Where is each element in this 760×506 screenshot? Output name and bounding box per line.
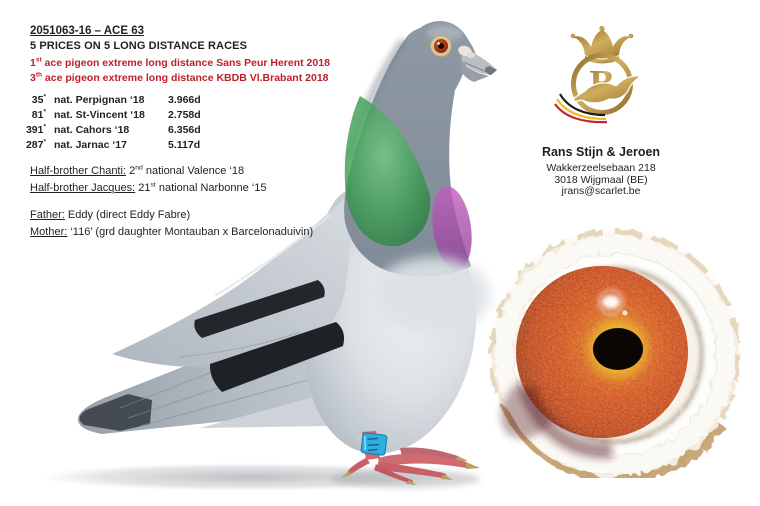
result-race: nat. Perpignan ‘18 [54,94,145,106]
tricolor-swoosh [554,93,608,124]
father-line: Father: Eddy (direct Eddy Fabre) [30,209,191,221]
result-row: 35* nat. Perpignan ‘18 3.966d [10,94,201,109]
parent-label: Father: [30,209,65,221]
pigeon-head [344,21,497,333]
race-results-table: 35* nat. Perpignan ‘18 3.966d 81* nat. S… [10,94,201,154]
ace-title-2: 3th ace pigeon extreme long distance KBD… [30,72,329,84]
pigeon-wing [112,196,351,392]
eye-highlight [597,288,628,316]
result-position: 81* [31,108,46,121]
result-position: 391* [25,123,46,136]
relative-label: Half-brother Chanti: [30,165,126,177]
result-row: 81* nat. St-Vincent ‘18 2.758d [10,109,201,124]
breeder-email: jrans@scarlet.be [561,185,641,197]
neck-green-sheen [344,96,431,247]
ace-ordinal: th [35,71,42,79]
pigeon-eye [430,35,452,57]
breeder-address-1: Wakkerzeelsebaan 218 [546,162,656,174]
wing-bars [194,280,345,392]
logo-crown [570,25,634,64]
result-time: 2.758d [168,109,201,121]
result-time: 5.117d [168,139,201,151]
result-time: 6.356d [168,124,201,136]
eye-cere-ring [494,234,736,476]
pigeon-legs [340,422,480,485]
result-position: 287* [25,138,46,151]
breeder-address-2: 3018 Wijgmaal (BE) [554,173,648,186]
ace-rank: 3 [30,72,36,84]
pigeon-photo [40,21,497,491]
eye-photo [489,229,741,478]
half-brother-line-1: Half-brother Chanti: 2nd national Valenc… [30,164,245,177]
ace-text: ace pigeon extreme long distance KBDB Vl… [44,72,329,84]
result-row: 391* nat. Cahors ‘18 6.356d [10,124,201,139]
result-race: nat. Cahors ‘18 [54,124,130,136]
logo-dove [573,75,643,104]
result-race: nat. St-Vincent ‘18 [54,109,145,121]
mother-line: Mother: ‘116’ (grd daughter Montauban x … [30,226,314,238]
subtitle: 5 PRICES ON 5 LONG DISTANCE RACES [30,40,248,52]
ring-number-title: 2051063-16 – ACE 63 [30,25,145,37]
breeder-contact-block: Rans Stijn & Jeroen Wakkerzeelsebaan 218… [501,145,701,198]
ace-ordinal: st [35,56,42,64]
pigeon-feet [340,447,480,485]
eye-pupil [593,328,643,370]
result-position: 35* [31,93,46,106]
relative-label: Half-brother Jacques: [30,182,136,194]
kbdb-logo: B [554,25,643,124]
result-row: 287* nat. Jarnac ‘17 5.117d [10,139,201,154]
ace-text: ace pigeon extreme long distance Sans Pe… [44,57,330,69]
parent-label: Mother: [30,226,68,238]
breeder-name: Rans Stijn & Jeroen [541,145,661,159]
neck-purple-sheen [432,186,472,270]
result-race: nat. Jarnac ‘17 [54,139,127,151]
ace-title-1: 1st ace pigeon extreme long distance San… [30,57,330,69]
ace-rank: 1 [30,57,36,69]
half-brother-line-2: Half-brother Jacques: 21st national Narb… [30,181,267,194]
leg-band [360,432,388,456]
result-time: 3.966d [168,94,201,106]
pigeon-beak [458,45,497,82]
